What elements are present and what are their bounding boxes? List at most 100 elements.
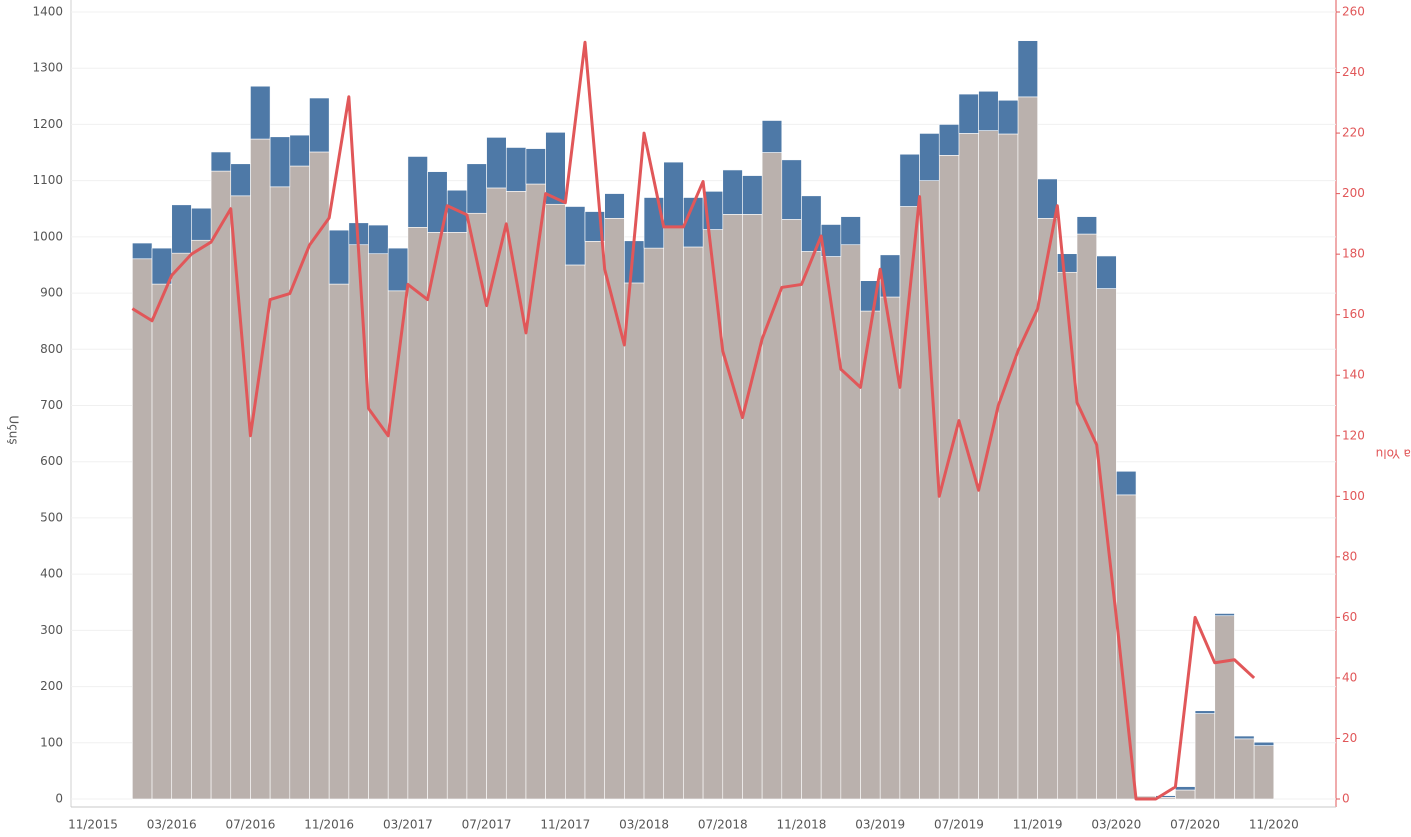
bar-segment xyxy=(191,207,212,241)
bar-segment xyxy=(289,134,310,167)
y-tick-label: 400 xyxy=(40,567,63,581)
bar-segment xyxy=(486,187,507,800)
bar-segment xyxy=(820,256,842,800)
bar-segment xyxy=(938,155,960,800)
bar-segment xyxy=(860,310,881,800)
bar-segment xyxy=(525,183,546,800)
bar-segment xyxy=(1096,255,1117,289)
y2-tick-label: 60 xyxy=(1342,610,1357,624)
bar-segment xyxy=(210,151,232,172)
y-tick-label: 1300 xyxy=(32,61,63,75)
y2-tick-label: 140 xyxy=(1342,368,1365,382)
bar-segment xyxy=(643,247,665,800)
x-tick-label: 07/2017 xyxy=(462,818,512,832)
bar-segment xyxy=(368,253,389,800)
bars xyxy=(132,40,1275,800)
bar-segment xyxy=(997,99,1019,135)
bar-segment xyxy=(348,244,369,800)
bar-segment xyxy=(663,225,684,800)
bar-segment xyxy=(958,133,979,800)
bar-segment xyxy=(368,224,389,255)
bar-segment xyxy=(565,264,586,800)
x-tick-label: 07/2020 xyxy=(1170,818,1220,832)
bar-segment xyxy=(505,147,527,192)
y-tick-label: 200 xyxy=(40,679,63,693)
bar-segment xyxy=(1175,786,1196,791)
x-tick-label: 11/2015 xyxy=(68,818,118,832)
bar-segment xyxy=(1253,741,1275,746)
bar-segment xyxy=(230,163,251,197)
bar-segment xyxy=(466,212,487,800)
y2-tick-label: 20 xyxy=(1342,731,1357,745)
bar-segment xyxy=(761,152,783,800)
y-tick-label: 1200 xyxy=(32,117,63,131)
bar-segment xyxy=(269,136,291,188)
bar-segment xyxy=(545,203,566,800)
bar-segment xyxy=(151,283,173,800)
bar-segment xyxy=(938,124,960,156)
bar-segment xyxy=(328,229,350,285)
bar-segment xyxy=(978,130,999,800)
y2-tick-label: 200 xyxy=(1342,186,1365,200)
bar-segment xyxy=(978,90,999,131)
bar-segment xyxy=(899,153,920,207)
bar-segment xyxy=(1057,253,1078,273)
x-tick-label: 11/2016 xyxy=(304,818,354,832)
x-tick-label: 07/2019 xyxy=(934,818,984,832)
bar-segment xyxy=(171,204,192,254)
bar-segment xyxy=(269,186,291,800)
bar-segment xyxy=(919,180,940,800)
x-tick-label: 03/2018 xyxy=(619,818,669,832)
y2-tick-label: 260 xyxy=(1342,5,1365,19)
x-tick-label: 11/2019 xyxy=(1013,818,1063,832)
y-tick-label: 600 xyxy=(40,454,63,468)
bar-segment xyxy=(584,241,605,800)
x-tick-label: 03/2020 xyxy=(1091,818,1141,832)
bar-segment xyxy=(840,244,861,800)
bar-segment xyxy=(230,195,251,800)
bar-segment xyxy=(151,247,173,285)
x-tick-label: 03/2019 xyxy=(855,818,905,832)
line xyxy=(131,40,1256,801)
bar-segment xyxy=(407,156,428,228)
bar-segment xyxy=(1175,789,1196,800)
y-tick-label: 800 xyxy=(40,342,63,356)
bar-segment xyxy=(1037,178,1058,219)
y2-tick-label: 0 xyxy=(1342,792,1350,806)
y2-tick-label: 220 xyxy=(1342,126,1365,140)
bar-segment xyxy=(683,246,704,800)
y-tick-label: 900 xyxy=(40,286,63,300)
bar-segment xyxy=(761,120,783,153)
bar-segment xyxy=(1037,218,1058,800)
bar-segment xyxy=(1116,470,1137,496)
x-tick-label: 11/2017 xyxy=(540,818,590,832)
bar-segment xyxy=(997,133,1019,800)
x-tick-label: 07/2018 xyxy=(698,818,748,832)
bar-segment xyxy=(722,169,743,215)
bar-segment xyxy=(446,232,468,800)
bar-segment xyxy=(171,252,192,800)
y-tick-label: 0 xyxy=(55,792,63,806)
bar-segment xyxy=(387,247,409,292)
bar-segment xyxy=(722,214,743,800)
x-tick-label: 11/2018 xyxy=(777,818,827,832)
bar-segment xyxy=(1076,216,1097,235)
bar-segment xyxy=(742,175,763,215)
y-tick-label: 300 xyxy=(40,623,63,637)
bar-segment xyxy=(250,85,271,140)
bar-segment xyxy=(309,97,330,153)
bar-segment xyxy=(801,251,822,800)
y2-tick-label: 120 xyxy=(1342,428,1365,442)
bar-segment xyxy=(132,258,153,800)
bar-segment xyxy=(1194,713,1216,800)
bar-segment xyxy=(545,131,566,205)
y-tick-label: 1100 xyxy=(32,173,63,187)
bar-segment xyxy=(1234,738,1255,800)
bar-segment xyxy=(1017,96,1038,800)
bar-segment xyxy=(781,159,802,220)
bar-segment xyxy=(486,137,507,189)
y-axis-title: Uçuş xyxy=(7,415,21,444)
bar-segment xyxy=(1194,710,1216,714)
bar-segment xyxy=(663,161,684,227)
